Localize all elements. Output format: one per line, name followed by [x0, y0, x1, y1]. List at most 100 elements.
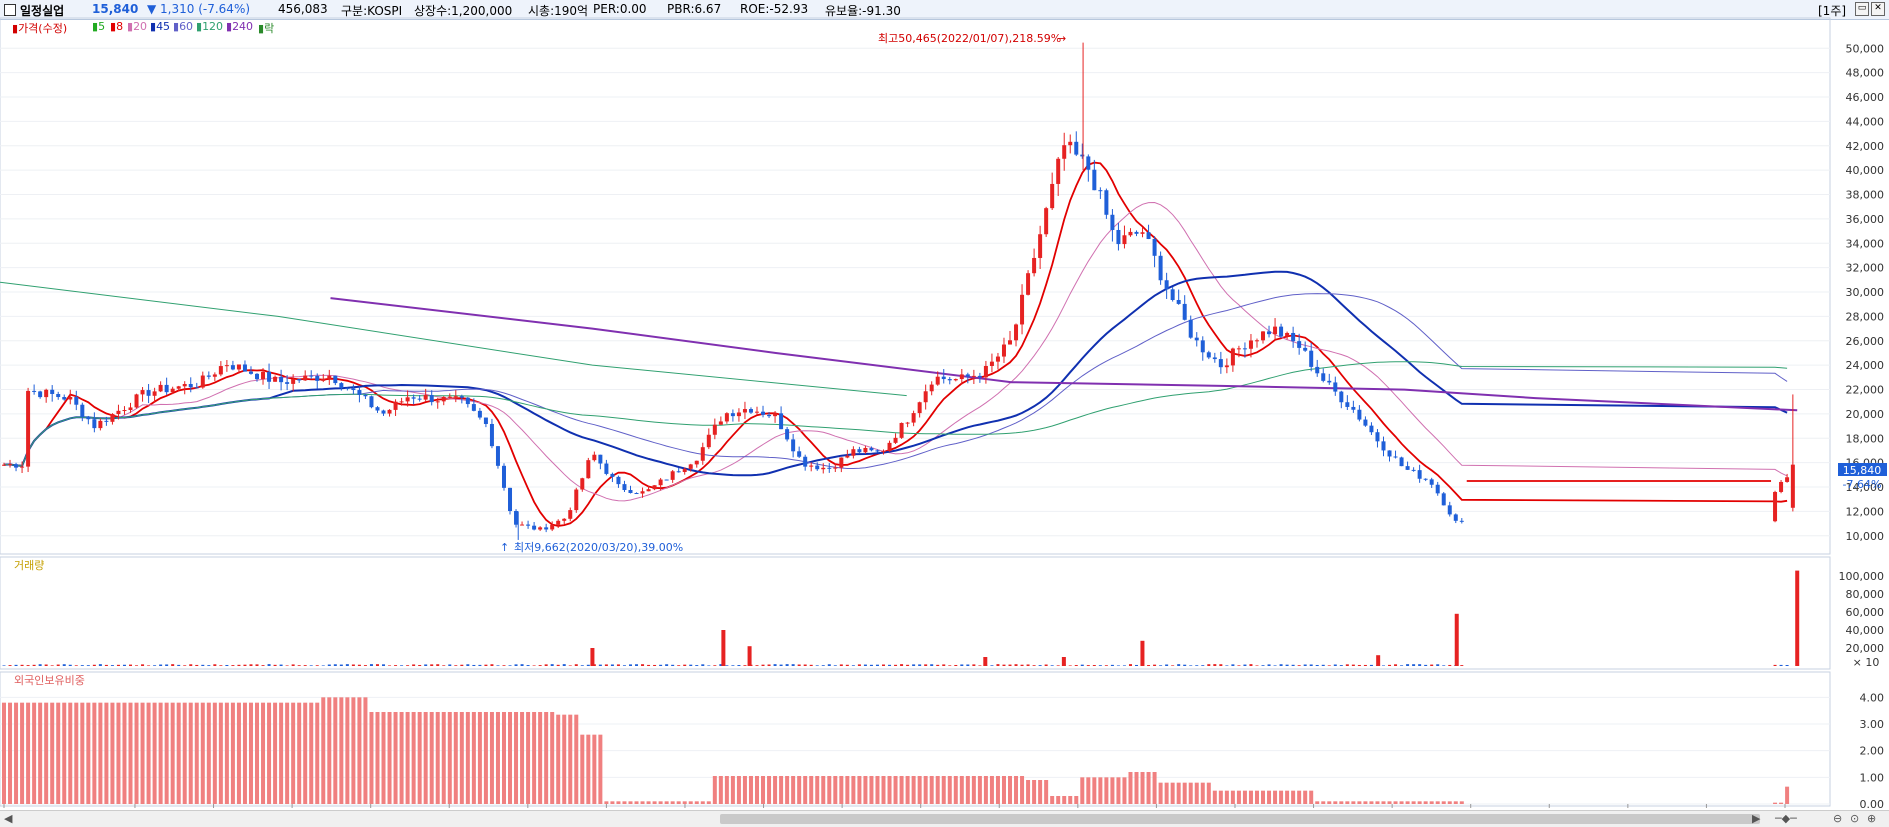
volume-bar — [490, 664, 494, 666]
candle-body — [387, 409, 392, 414]
foreign-bar — [44, 702, 49, 804]
foreign-bar — [1158, 782, 1163, 804]
candle-body — [1411, 469, 1416, 471]
price-tick-label: 44,000 — [1846, 115, 1885, 128]
legend-ma5[interactable]: ▮5 — [92, 20, 106, 33]
foreign-bar — [399, 712, 404, 804]
volume-bar — [978, 665, 982, 666]
volume-tick-label: 80,000 — [1846, 588, 1885, 601]
restore-icon[interactable]: ▭ — [1855, 2, 1869, 16]
volume-bar — [1418, 664, 1422, 666]
stock-info-bar: 일정실업 15,840 ▼ 1,310 (-7.64%) 456,083 구분:… — [0, 0, 1889, 20]
foreign-bar — [1134, 772, 1139, 804]
candle-body — [1110, 214, 1115, 230]
candle-body — [1327, 380, 1332, 383]
candle-body — [236, 364, 241, 370]
candle-body — [658, 479, 663, 486]
candle-body — [453, 396, 458, 398]
legend-ma120[interactable]: ▮120 — [196, 20, 224, 33]
candle-body — [110, 414, 115, 422]
foreign-bar — [1122, 777, 1127, 804]
volume-bar — [1189, 665, 1193, 666]
volume-bar — [821, 665, 825, 666]
candle-body — [592, 454, 597, 461]
y-axis-labels: 10,00012,00014,00016,00018,00020,00022,0… — [1839, 42, 1885, 810]
volume-bar — [1026, 664, 1030, 666]
legend-ma60[interactable]: ▮60 — [173, 20, 194, 33]
price-tick-label: 18,000 — [1846, 432, 1885, 445]
candle-body — [435, 401, 440, 403]
foreign-bar — [1194, 782, 1199, 804]
legend-ma8[interactable]: ▮8 — [110, 20, 124, 33]
select-checkbox[interactable] — [4, 4, 16, 16]
foreign-bar — [1020, 776, 1025, 804]
candle-body — [706, 434, 711, 448]
candle-body — [791, 439, 796, 452]
volume-bar — [924, 664, 928, 666]
zoom-slider-icon[interactable]: ─◆─ — [1775, 812, 1797, 825]
legend-ma240[interactable]: ▮240 — [226, 20, 254, 33]
foreign-bar — [616, 801, 621, 804]
scrollbar-thumb[interactable] — [720, 814, 1760, 824]
volume-bar — [219, 665, 223, 666]
foreign-bar — [700, 801, 705, 804]
legend-ma20[interactable]: ▮20 — [127, 20, 148, 33]
zoom-reset-icon[interactable]: ⊙ — [1850, 812, 1860, 825]
foreign-bar — [110, 702, 115, 804]
legend-rak[interactable]: ▮락 — [258, 22, 275, 35]
volume-tick-label: 100,000 — [1839, 570, 1885, 583]
candle-body — [514, 511, 519, 525]
volume-bar — [375, 664, 379, 666]
candle-body — [935, 376, 940, 385]
volume-bar — [803, 664, 807, 666]
candle-body — [297, 379, 302, 381]
period-label[interactable]: [1주] — [1818, 4, 1847, 18]
volume-bar — [50, 665, 54, 666]
volume-bar — [755, 665, 759, 666]
legend-ma45[interactable]: ▮45 — [150, 20, 171, 33]
volume-bar — [930, 664, 934, 666]
foreign-bar — [1104, 777, 1109, 804]
candle-body — [200, 375, 205, 388]
foreign-bar — [1339, 801, 1344, 804]
candle-body — [803, 456, 808, 467]
foreign-bar — [1327, 801, 1332, 804]
foreign-panel — [0, 671, 1831, 807]
candle-body — [291, 379, 296, 384]
candle-body — [429, 395, 434, 403]
horizontal-scrollbar[interactable]: ◀ ▶ ─◆─ ⊖ ⊙ ⊕ — [0, 810, 1889, 827]
foreign-bar — [104, 702, 109, 804]
volume-bar — [948, 665, 952, 666]
foreign-bar — [495, 712, 500, 804]
foreign-bar — [965, 776, 970, 804]
foreign-bar — [255, 702, 260, 804]
moving-average-lines — [0, 161, 1798, 527]
volume-bar — [351, 664, 355, 666]
foreign-bar — [520, 712, 525, 804]
zoom-in-icon[interactable]: ⊕ — [1867, 812, 1877, 825]
candle-body — [640, 491, 645, 494]
scroll-right-icon[interactable]: ▶ — [1752, 812, 1761, 825]
legend-price[interactable]: ▮가격(수정) — [12, 22, 68, 35]
candle-body — [1393, 456, 1398, 458]
last-candle-body — [1790, 464, 1795, 508]
candle-body — [580, 478, 585, 490]
zoom-out-icon[interactable]: ⊖ — [1833, 812, 1843, 825]
scroll-left-icon[interactable]: ◀ — [4, 812, 13, 825]
volume-bar — [767, 664, 771, 666]
volume-bar — [665, 664, 669, 666]
candle-body — [797, 451, 802, 457]
foreign-tick-label: 2.00 — [1860, 745, 1885, 758]
close-icon[interactable]: ✕ — [1871, 2, 1885, 16]
candle-body — [1279, 326, 1284, 337]
foreign-bar — [315, 702, 320, 804]
price-tick-label: 38,000 — [1846, 189, 1885, 202]
volume-tick-label: 20,000 — [1846, 642, 1885, 655]
volume-bar — [809, 664, 813, 666]
volume-bar — [1032, 665, 1036, 666]
foreign-bar — [381, 712, 386, 804]
candle-body — [628, 490, 633, 494]
candle-body — [273, 376, 278, 382]
foreign-bar — [489, 712, 494, 804]
candle-body — [1134, 231, 1139, 234]
